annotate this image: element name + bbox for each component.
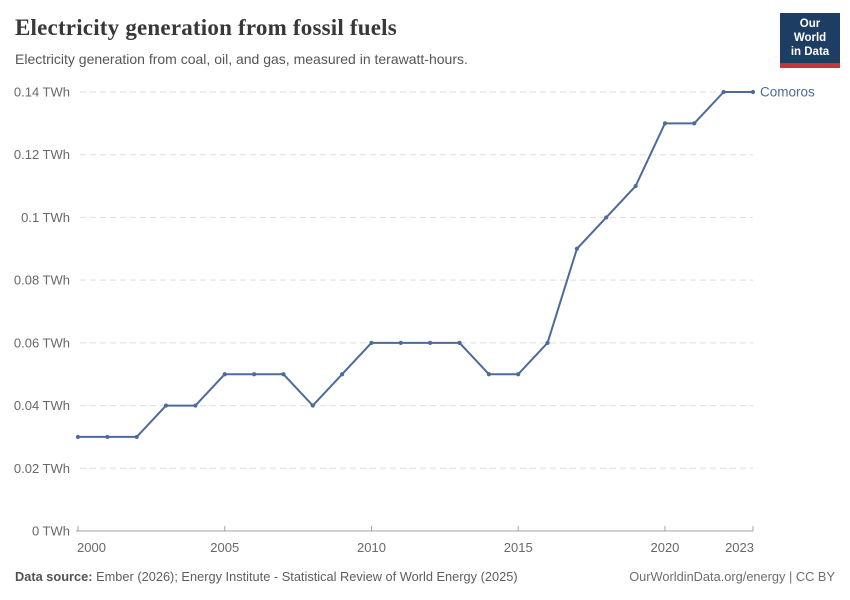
data-point xyxy=(75,434,81,440)
x-tick-label: 2000 xyxy=(77,540,106,555)
y-tick-label: 0 TWh xyxy=(32,524,70,539)
series-label[interactable]: Comoros xyxy=(760,85,815,100)
data-point xyxy=(398,340,403,345)
data-point xyxy=(222,372,227,377)
data-point xyxy=(428,340,433,345)
data-point xyxy=(604,215,609,220)
data-point xyxy=(633,183,638,189)
data-point xyxy=(281,372,286,377)
data-point xyxy=(692,121,697,126)
y-tick-label: 0.08 TWh xyxy=(14,273,70,288)
owid-logo-text: Our World in Data xyxy=(780,13,840,63)
x-tick-label: 2020 xyxy=(650,540,679,555)
owid-logo-red-bar xyxy=(780,63,840,68)
data-point xyxy=(457,340,462,345)
data-point xyxy=(750,89,756,95)
x-tick-label: 2023 xyxy=(725,540,754,555)
data-point xyxy=(662,121,668,126)
owid-logo-line1: Our World xyxy=(793,18,827,44)
y-tick-label: 0.1 TWh xyxy=(21,210,70,225)
data-source-text: Ember (2026); Energy Institute - Statist… xyxy=(92,569,518,584)
data-point xyxy=(163,403,169,408)
y-tick-label: 0.04 TWh xyxy=(14,398,70,413)
data-point xyxy=(721,89,726,95)
x-tick-label: 2010 xyxy=(357,540,386,555)
data-point xyxy=(516,372,521,377)
data-point xyxy=(369,340,374,345)
data-point xyxy=(310,403,315,408)
data-point xyxy=(340,372,345,377)
data-point xyxy=(251,372,257,377)
data-point xyxy=(134,434,139,440)
chart-footer: Data source: Ember (2026); Energy Instit… xyxy=(0,569,850,585)
chart-subtitle: Electricity generation from coal, oil, a… xyxy=(15,51,468,67)
chart-title: Electricity generation from fossil fuels xyxy=(15,15,397,40)
data-line xyxy=(77,91,754,438)
data-source-label: Data source: xyxy=(15,569,93,584)
data-source: Data source: Ember (2026); Energy Instit… xyxy=(15,569,518,585)
data-point xyxy=(574,246,580,251)
y-tick-label: 0.02 TWh xyxy=(14,461,70,476)
data-point xyxy=(545,340,550,345)
y-tick-label: 0.14 TWh xyxy=(14,85,70,100)
data-point xyxy=(193,403,198,408)
data-point xyxy=(105,434,110,440)
x-tick-label: 2015 xyxy=(504,540,533,555)
data-point xyxy=(486,372,491,377)
owid-logo[interactable]: Our World in Data xyxy=(780,13,840,68)
y-tick-label: 0.12 TWh xyxy=(14,147,70,162)
y-tick-label: 0.06 TWh xyxy=(14,335,70,350)
owid-logo-line2: in Data xyxy=(790,46,830,58)
x-tick-label: 2005 xyxy=(210,540,239,555)
attribution-link[interactable]: OurWorldinData.org/energy | CC BY xyxy=(629,569,835,584)
